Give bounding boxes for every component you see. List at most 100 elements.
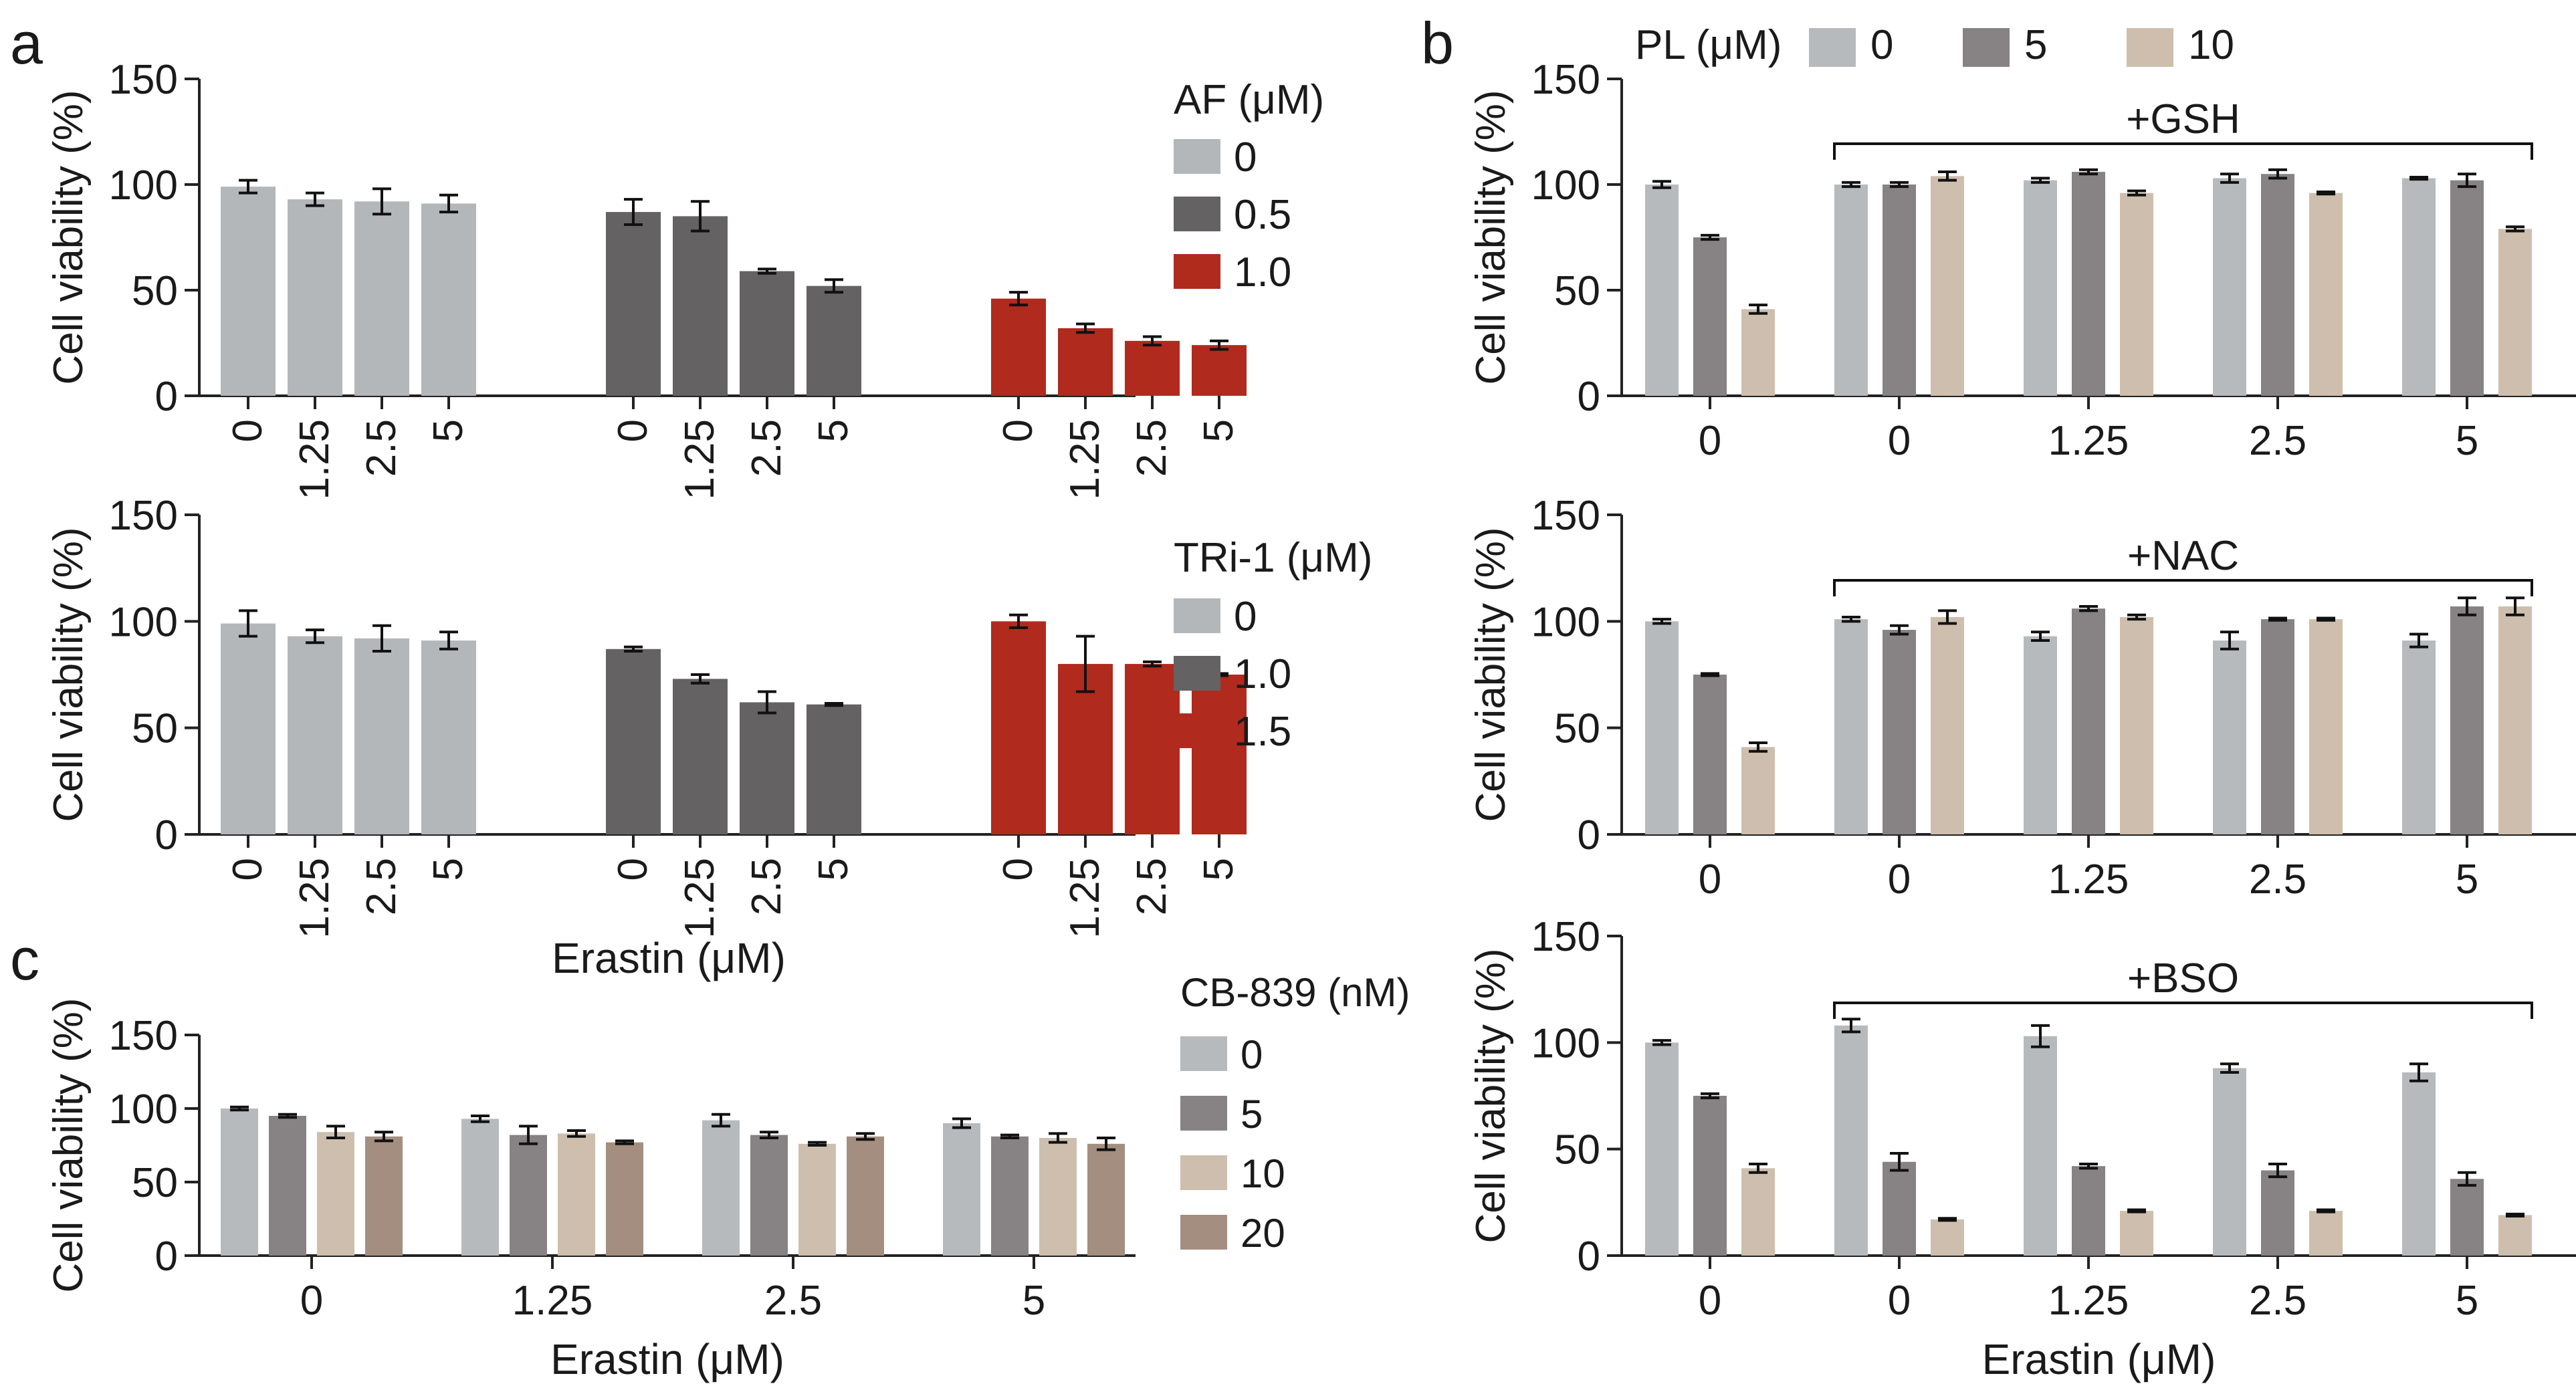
bar [1693, 1096, 1727, 1256]
x-tick-label: 1.25 [2048, 418, 2129, 464]
y-tick-label: 150 [109, 493, 178, 539]
y-tick-label: 150 [1531, 57, 1600, 103]
legend-swatch [1180, 1036, 1227, 1071]
x-tick-label: 2.5 [2249, 856, 2306, 903]
x-tick-label: 5 [811, 419, 857, 442]
bar [1741, 309, 1775, 396]
legend-swatch [1174, 598, 1220, 633]
x-tick-label: 0 [1699, 856, 1721, 903]
bar [673, 679, 728, 834]
x-tick-label: 2.5 [358, 419, 405, 477]
bar [2120, 1211, 2153, 1256]
bar [1693, 237, 1727, 396]
bar [2261, 174, 2294, 396]
y-tick-label: 0 [1578, 1234, 1600, 1280]
y-tick-label: 100 [1531, 162, 1600, 209]
bar [2072, 608, 2105, 834]
bar [1645, 621, 1679, 834]
bar [221, 187, 276, 396]
bar [740, 271, 794, 396]
legend-label: 1.0 [1234, 651, 1291, 697]
panel-label-a: a [10, 10, 43, 76]
bar [2402, 178, 2436, 396]
bar [2309, 193, 2343, 396]
y-tick-label: 50 [132, 1160, 178, 1206]
legend-swatch [2127, 28, 2173, 67]
bar [2072, 172, 2105, 396]
bar [2213, 1068, 2246, 1256]
y-axis-title: Cell viability (%) [45, 998, 92, 1293]
bar [2213, 641, 2246, 834]
bar [1058, 328, 1113, 396]
legend-label: 0.5 [1234, 192, 1291, 238]
x-axis-title: Erastin (μM) [550, 1335, 784, 1383]
bar [421, 203, 476, 396]
bar [317, 1132, 354, 1256]
y-tick-label: 50 [1554, 1127, 1600, 1173]
x-tick-label: 5 [425, 419, 471, 442]
x-tick-label: 0 [300, 1278, 323, 1324]
bar [558, 1133, 595, 1256]
panel-label-b: b [1421, 10, 1454, 76]
y-tick-label: 150 [1531, 914, 1600, 960]
bar [365, 1136, 403, 1256]
bar [1192, 675, 1247, 834]
panel-label-c: c [10, 926, 39, 992]
bar [702, 1120, 740, 1256]
legend-label: 10 [1241, 1151, 1285, 1196]
bar [1039, 1138, 1077, 1256]
x-tick-label: 2.5 [764, 1278, 822, 1324]
x-tick-label: 5 [1196, 419, 1242, 442]
bar [354, 638, 409, 834]
bar [221, 1109, 258, 1256]
y-tick-label: 50 [132, 706, 178, 752]
bar [288, 199, 342, 396]
legend-label: 1.5 [1234, 709, 1291, 755]
y-tick-label: 150 [109, 1013, 178, 1059]
y-axis-title: Cell viability (%) [45, 90, 92, 385]
bar [1087, 1143, 1125, 1256]
x-tick-label: 0 [1888, 418, 1911, 464]
x-tick-label: 5 [811, 858, 857, 881]
bar [2402, 1072, 2436, 1256]
bracket-line [1833, 142, 2533, 160]
x-tick-label: 5 [1196, 858, 1242, 881]
x-tick-label: 0 [225, 419, 271, 442]
bar [1883, 185, 1916, 396]
y-tick-label: 50 [1554, 706, 1600, 752]
x-tick-label: 5 [425, 858, 471, 881]
x-tick-label: 1.25 [1062, 419, 1108, 500]
bracket-line [1833, 579, 2533, 596]
bar [606, 1142, 643, 1256]
bar [991, 621, 1046, 834]
bar [606, 649, 661, 834]
bar [461, 1119, 499, 1256]
x-tick-label: 1.25 [292, 858, 338, 939]
bar [606, 212, 661, 396]
x-tick-label: 1.25 [1062, 858, 1108, 939]
legend-label: 1.0 [1234, 249, 1291, 296]
bar [1834, 1025, 1868, 1256]
bar [221, 623, 276, 834]
bar [2261, 1170, 2294, 1256]
bar [1834, 619, 1868, 834]
x-tick-label: 0 [995, 419, 1041, 442]
y-axis-title: Cell viability (%) [45, 528, 92, 822]
legend-label: 0 [1234, 594, 1257, 640]
bar [2024, 180, 2057, 396]
x-tick-label: 0 [1699, 418, 1721, 464]
x-tick-label: 2.5 [744, 858, 790, 915]
legend-title: TRi-1 (μM) [1174, 535, 1372, 581]
bar [847, 1136, 884, 1256]
x-tick-label: 2.5 [1129, 858, 1175, 915]
y-tick-label: 0 [1578, 374, 1600, 420]
bar [2120, 616, 2153, 834]
y-tick-label: 0 [1578, 812, 1600, 858]
x-tick-label: 1.25 [677, 419, 723, 500]
legend-label: 10 [2188, 22, 2234, 68]
y-tick-label: 0 [155, 374, 178, 420]
legend-swatch [1180, 1096, 1227, 1131]
y-axis-title: Cell viability (%) [1468, 949, 1514, 1244]
bar [807, 704, 861, 834]
